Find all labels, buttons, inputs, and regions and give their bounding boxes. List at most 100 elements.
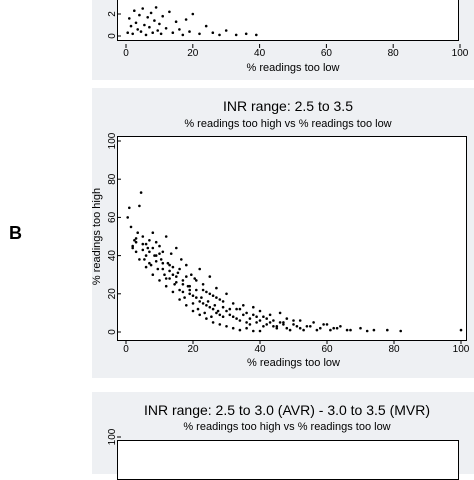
mid-scatter-point xyxy=(265,323,269,326)
mid-scatter-point xyxy=(171,290,175,294)
mid-scatter-point xyxy=(298,326,302,330)
mid-scatter-point xyxy=(129,225,133,229)
mid-scatter-point xyxy=(191,302,195,305)
mid-scatter-point xyxy=(242,313,245,317)
mid-scatter-point xyxy=(265,317,269,320)
mid-scatter-point xyxy=(235,307,238,311)
top-scatter-point xyxy=(234,33,238,37)
mid-scatter-point xyxy=(133,239,136,242)
chart-title: INR range: 2.5 to 3.5 xyxy=(223,98,353,114)
top-scatter-point xyxy=(224,29,228,32)
mid-scatter-point xyxy=(238,328,242,332)
mid-scatter-point xyxy=(131,244,134,248)
mid-x-axis-title: % readings too low xyxy=(247,357,340,369)
top-scatter-point xyxy=(156,29,159,32)
mid-scatter-point xyxy=(298,319,302,322)
mid-scatter-point xyxy=(231,326,235,330)
mid-y-tick-label: 0 xyxy=(107,329,118,335)
mid-scatter-point xyxy=(134,240,138,244)
top-x-tick-label: 100 xyxy=(452,48,469,59)
mid-scatter-point xyxy=(231,302,235,305)
mid-scatter-point xyxy=(148,261,151,265)
mid-scatter-point xyxy=(169,252,173,255)
mid-x-tick-label: 80 xyxy=(388,344,400,355)
mid-scatter-point xyxy=(158,279,161,282)
mid-scatter-point xyxy=(151,273,155,277)
top-x-axis-title: % readings too low xyxy=(247,62,340,74)
top-y-tick-label: 2 xyxy=(107,11,118,17)
mid-scatter-point xyxy=(322,323,325,326)
top-scatter-point xyxy=(149,11,153,15)
top-scatter-point xyxy=(174,20,178,24)
middle-plot-area xyxy=(117,136,467,341)
mid-scatter-point xyxy=(181,283,185,286)
top-scatter-point xyxy=(143,23,146,27)
mid-scatter-point xyxy=(248,323,252,326)
top-plot-area xyxy=(117,0,459,41)
mid-scatter-point xyxy=(195,279,198,282)
mid-scatter-point xyxy=(278,321,282,324)
mid-scatter-point xyxy=(211,321,215,324)
mid-scatter-point xyxy=(144,254,148,257)
mid-scatter-point xyxy=(262,315,265,319)
top-scatter-point xyxy=(184,18,188,21)
mid-scatter-point xyxy=(201,288,205,292)
mid-scatter-point xyxy=(191,294,195,298)
mid-scatter-point xyxy=(211,294,215,298)
mid-scatter-point xyxy=(171,273,175,277)
mid-scatter-point xyxy=(128,206,131,210)
mid-scatter-point xyxy=(148,239,151,242)
mid-y-tick-label: 80 xyxy=(107,173,118,185)
top-scatter-point xyxy=(144,33,148,37)
mid-scatter-point xyxy=(144,242,148,246)
mid-scatter-point xyxy=(225,309,228,313)
mid-scatter-point xyxy=(198,313,201,317)
mid-scatter-point xyxy=(176,271,180,275)
mid-scatter-point xyxy=(173,283,176,286)
mid-scatter-point xyxy=(272,325,275,328)
mid-scatter-point xyxy=(126,216,129,219)
mid-scatter-point xyxy=(221,305,225,309)
mid-scatter-point xyxy=(302,328,305,332)
mid-scatter-point xyxy=(275,325,279,328)
bottom-chart-title: INR range: 2.5 to 3.0 (AVR) - 3.0 to 3.5… xyxy=(143,402,431,418)
mid-scatter-point xyxy=(215,311,218,315)
mid-scatter-point xyxy=(134,250,138,254)
mid-scatter-point xyxy=(372,328,376,332)
chart-subtitle: % readings too high vs % readings too lo… xyxy=(184,118,392,130)
mid-scatter-point xyxy=(285,326,289,330)
mid-scatter-point xyxy=(156,267,160,271)
mid-scatter-point xyxy=(238,319,242,322)
top-scatter-point xyxy=(146,15,149,19)
mid-scatter-point xyxy=(218,323,222,326)
top-scatter-point xyxy=(204,24,208,28)
mid-scatter-point xyxy=(136,231,139,234)
top-x-tick-label: 80 xyxy=(388,48,400,59)
mid-scatter-point xyxy=(208,305,212,309)
top-scatter-point xyxy=(148,25,151,29)
mid-scatter-point xyxy=(345,328,349,332)
mid-scatter-point xyxy=(272,319,275,322)
mid-y-axis-title: % readings too high xyxy=(91,188,103,285)
mid-scatter-point xyxy=(335,326,339,330)
mid-scatter-point xyxy=(178,267,181,271)
top-scatter-point xyxy=(154,6,158,9)
mid-scatter-point xyxy=(193,277,196,280)
mid-scatter-point xyxy=(231,315,235,319)
mid-scatter-point xyxy=(288,328,292,332)
mid-scatter-point xyxy=(213,304,217,307)
top-x-tick-label: 40 xyxy=(254,48,266,59)
mid-scatter-point xyxy=(210,315,213,319)
top-scatter-point xyxy=(129,24,133,28)
mid-y-tick-label: 40 xyxy=(107,250,118,262)
mid-scatter-point xyxy=(185,275,188,278)
mid-scatter-point xyxy=(141,235,145,238)
mid-scatter-point xyxy=(221,315,225,319)
mid-scatter-point xyxy=(206,300,210,303)
mid-scatter-point xyxy=(218,298,222,301)
panel-label: B xyxy=(9,223,22,243)
mid-scatter-point xyxy=(181,279,185,282)
bottom-chart-subtitle: % readings too high vs % readings too lo… xyxy=(183,421,391,433)
top-scatter-point xyxy=(126,31,129,34)
